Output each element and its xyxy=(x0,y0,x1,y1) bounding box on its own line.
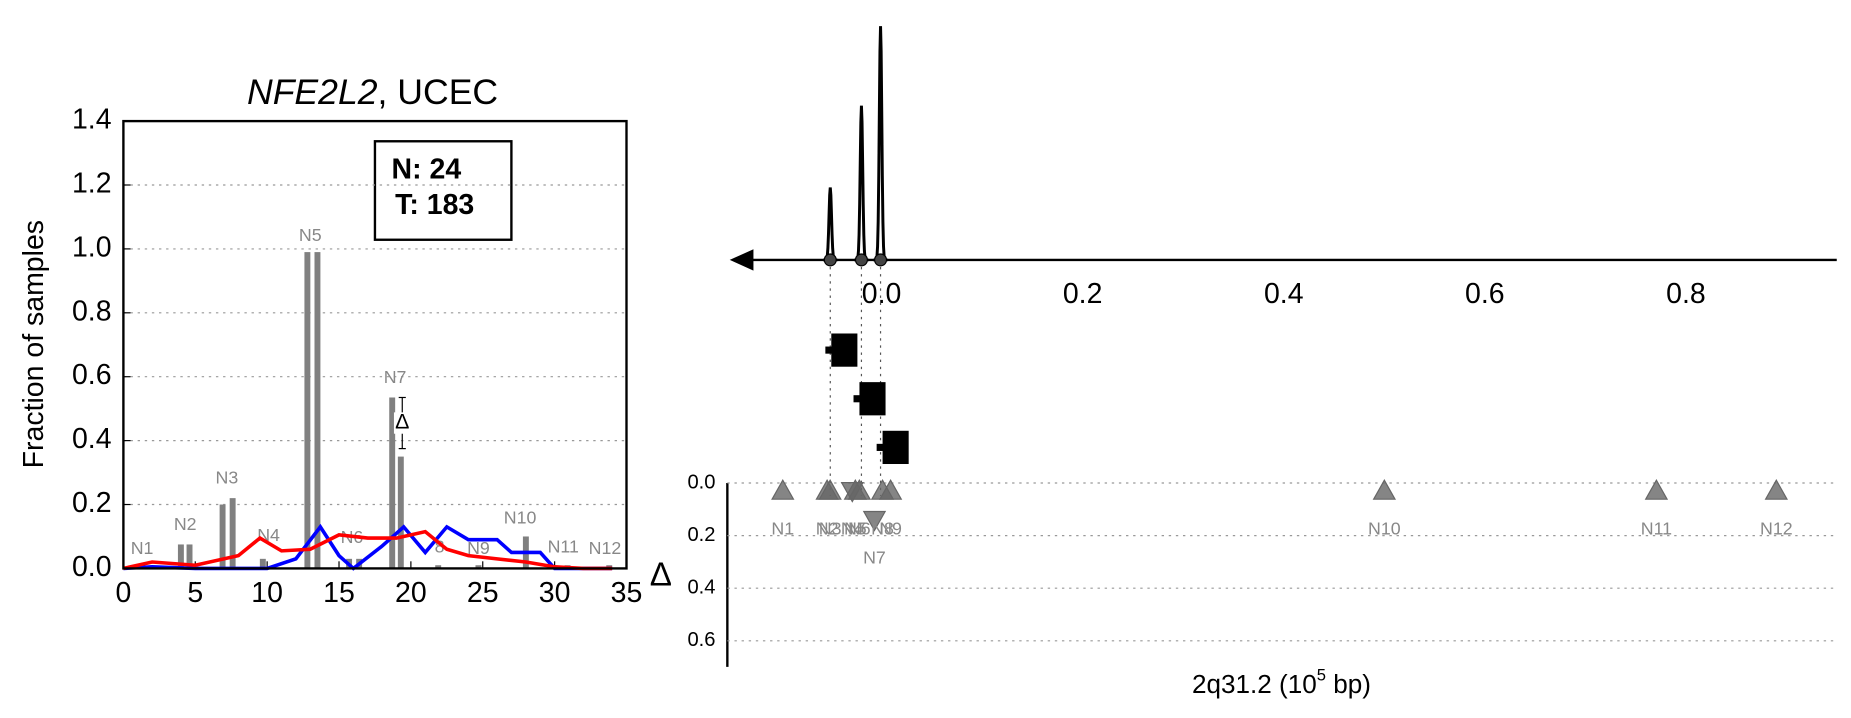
peak-dot xyxy=(854,253,868,267)
bar xyxy=(229,498,236,569)
y-tick-label: 0.0 xyxy=(72,551,112,583)
bar-label: N12 xyxy=(589,538,622,558)
y-tick-label: 0.4 xyxy=(72,423,112,455)
bar-label: N1 xyxy=(131,538,154,558)
x-tick-label: 0.0 xyxy=(862,278,902,310)
y-tick-label: 0.6 xyxy=(687,629,715,651)
x-tick-label: 5 xyxy=(187,577,203,609)
triangle-marker xyxy=(1644,478,1669,500)
error-marker-bg xyxy=(393,412,411,434)
y-tick-label: 1.4 xyxy=(72,104,112,136)
bar xyxy=(475,565,482,569)
x-axis-label-part: bp) xyxy=(1326,669,1371,699)
bar xyxy=(177,544,184,569)
point-label: N9 xyxy=(879,519,902,539)
bar-label: N10 xyxy=(504,508,537,528)
y-tick-label: 1.0 xyxy=(72,231,112,263)
point-label: N11 xyxy=(1641,519,1672,539)
triangle-marker xyxy=(847,478,872,500)
point-label: N1 xyxy=(771,519,794,539)
point-label: N2 xyxy=(816,519,839,539)
bar-label: N5 xyxy=(299,225,322,245)
x-tick-label: 0 xyxy=(115,577,131,609)
line-series xyxy=(123,529,613,571)
y-tick-label: 0.0 xyxy=(687,471,715,493)
y-tick-label: 0.6 xyxy=(72,359,112,391)
density-peak xyxy=(873,26,888,262)
point-label: N3 xyxy=(819,519,842,539)
x-tick-label: 20 xyxy=(395,577,427,609)
x-axis-label-sup: 5 xyxy=(1317,666,1326,685)
line-series xyxy=(123,523,613,571)
bar-label: N7 xyxy=(384,367,407,387)
peak-dot xyxy=(874,253,888,267)
annotation: T: 183 xyxy=(395,189,474,221)
bar xyxy=(389,397,396,569)
x-tick-label: 0.2 xyxy=(1063,278,1103,310)
legend-box xyxy=(373,140,513,241)
bar xyxy=(397,456,404,569)
bar-label: N11 xyxy=(548,536,579,556)
bar xyxy=(435,565,442,569)
title-gene: NFE2L2 xyxy=(247,72,378,112)
x-tick-label: 10 xyxy=(251,577,283,609)
bar-label: N9 xyxy=(467,538,490,558)
point-label: N6 xyxy=(848,519,871,539)
triangle-marker xyxy=(771,478,795,500)
triangle-marker xyxy=(1372,478,1397,500)
axis-arrow xyxy=(729,249,754,271)
y-tick-label: 0.2 xyxy=(687,524,715,546)
bar-label: N3 xyxy=(216,468,239,488)
x-axis-label-part: 2q31.2 (10 xyxy=(1192,669,1317,699)
triangle-marker xyxy=(1764,478,1789,500)
y-tick-label: 0.4 xyxy=(687,577,715,599)
x-tick-label: 25 xyxy=(467,577,499,609)
x-tick-label: 15 xyxy=(323,577,355,609)
bar xyxy=(259,558,266,569)
bar xyxy=(304,252,311,569)
x-tick-label: 30 xyxy=(539,577,571,609)
point-label: N10 xyxy=(1368,519,1401,539)
marker-box xyxy=(831,333,858,367)
x-tick-label: 0.8 xyxy=(1666,278,1706,310)
error-marker: Δ xyxy=(395,410,409,434)
bar xyxy=(219,504,226,569)
triangle-marker xyxy=(862,510,887,532)
y-tick-label: 1.2 xyxy=(72,168,112,200)
point-label: N5 xyxy=(844,519,867,539)
y-tick-label: 0.2 xyxy=(72,487,112,519)
plot-frame xyxy=(122,119,628,570)
chart-title: NFE2L2, UCEC xyxy=(247,72,498,112)
x-tick-label: 35 xyxy=(611,577,643,609)
title-cohort: , UCEC xyxy=(378,72,499,112)
annotation: N: 24 xyxy=(392,153,462,185)
y-tick-label: 0.8 xyxy=(72,295,112,327)
density-peak xyxy=(854,105,869,262)
triangle-marker xyxy=(878,478,903,500)
point-label: N7 xyxy=(863,548,886,568)
bar xyxy=(314,252,321,569)
point-label: N4 xyxy=(841,519,864,539)
bar xyxy=(186,544,193,569)
marker-box xyxy=(859,382,886,416)
triangle-marker xyxy=(818,478,842,500)
point-label: N8 xyxy=(871,519,894,539)
x-axis-label: 2q31.2 (105 bp) xyxy=(1192,666,1371,699)
marker-box xyxy=(882,430,909,465)
bar-label: 8 xyxy=(435,536,445,556)
y-axis-label: Fraction of samples xyxy=(18,220,50,468)
y-axis-label: Δ xyxy=(650,557,672,594)
point-label: N12 xyxy=(1760,519,1793,539)
bar-label: N2 xyxy=(174,514,197,534)
density-peak xyxy=(823,187,838,262)
x-tick-label: 0.4 xyxy=(1264,278,1304,310)
peak-dot xyxy=(823,253,837,267)
x-tick-label: 0.6 xyxy=(1465,278,1505,310)
